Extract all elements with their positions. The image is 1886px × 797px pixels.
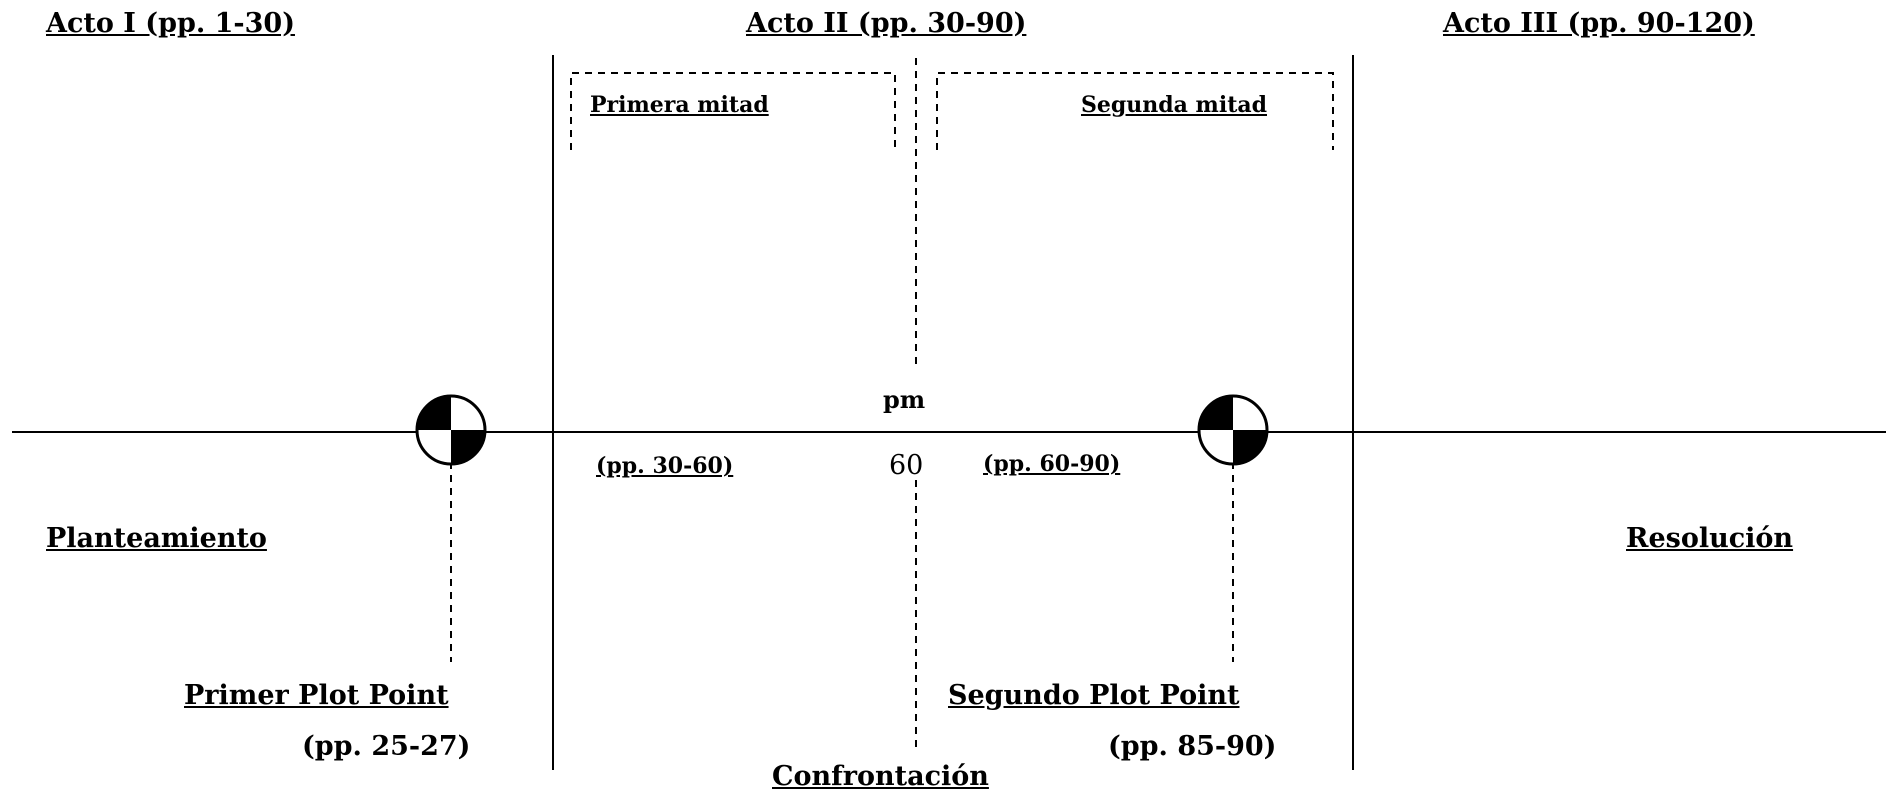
act3-label: Acto III (pp. 90-120) xyxy=(1443,8,1755,39)
second-plot-point-title: Segundo Plot Point xyxy=(948,680,1240,711)
first-half-label: Primera mitad xyxy=(590,92,769,118)
first-plot-point-title: Primer Plot Point xyxy=(184,680,449,711)
act2-label: Acto II (pp. 30-90) xyxy=(746,8,1027,39)
midpoint-page: 60 xyxy=(889,450,924,481)
second-half-label: Segunda mitad xyxy=(1081,92,1267,118)
second-half-range: (pp. 60-90) xyxy=(983,451,1121,477)
second-plot-point-pages: (pp. 85-90) xyxy=(1108,731,1277,762)
confrontation-label: Confrontación xyxy=(772,761,989,792)
first-plot-point-pages: (pp. 25-27) xyxy=(302,731,471,762)
second-plot-point-marker xyxy=(1197,394,1269,466)
setup-label: Planteamiento xyxy=(46,523,267,554)
act1-label: Acto I (pp. 1-30) xyxy=(46,8,295,39)
first-half-range: (pp. 30-60) xyxy=(596,453,734,479)
resolution-label: Resolución xyxy=(1626,523,1794,554)
first-plot-point-marker xyxy=(415,394,487,466)
first-half-bracket xyxy=(570,72,896,150)
second-half-bracket xyxy=(936,72,1334,150)
midpoint-label: pm xyxy=(883,385,926,414)
